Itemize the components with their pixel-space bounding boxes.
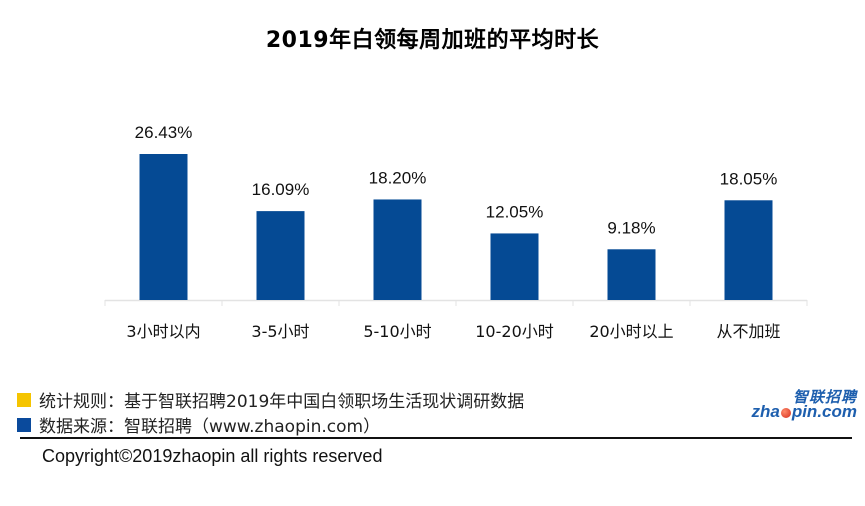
data-label: 18.20% bbox=[369, 168, 427, 187]
logo-en-post: pin.com bbox=[791, 402, 857, 421]
logo-ball-icon bbox=[780, 407, 791, 418]
note-data-source: 数据来源：智联招聘（www.zhaopin.com） bbox=[17, 412, 380, 437]
x-tick-label: 10-20小时 bbox=[475, 322, 554, 341]
note-text: 数据来源：智联招聘（www.zhaopin.com） bbox=[39, 417, 381, 437]
bar bbox=[490, 233, 539, 300]
bar bbox=[139, 154, 188, 300]
logo-en-text: zha pin.com bbox=[751, 402, 857, 422]
chart-title: 2019年白领每周加班的平均时长 bbox=[265, 28, 600, 53]
zhaopin-logo: 智联招聘 zha pin.com bbox=[743, 386, 863, 426]
x-tick-label: 从不加班 bbox=[716, 322, 780, 341]
data-label: 9.18% bbox=[607, 218, 655, 237]
blue-square-icon bbox=[17, 417, 31, 432]
bar bbox=[607, 249, 656, 300]
bar bbox=[724, 200, 773, 300]
x-tick-label: 3小时以内 bbox=[126, 322, 200, 341]
copyright-text: Copyright©2019zhaopin all rights reserve… bbox=[42, 446, 383, 466]
yellow-square-icon bbox=[17, 392, 31, 407]
data-label: 26.43% bbox=[135, 123, 193, 142]
bar bbox=[256, 211, 305, 300]
data-label: 12.05% bbox=[486, 202, 544, 221]
bar bbox=[373, 199, 422, 300]
x-tick-label: 3-5小时 bbox=[251, 322, 309, 341]
x-tick-label: 20小时以上 bbox=[589, 322, 673, 341]
x-tick-label: 5-10小时 bbox=[363, 322, 431, 341]
note-statistics-rule: 统计规则：基于智联招聘2019年中国白领职场生活现状调研数据 bbox=[17, 387, 524, 412]
footer-divider bbox=[20, 437, 852, 439]
logo-cn-text: 智联招聘 bbox=[792, 388, 857, 406]
logo-en-pre: zha bbox=[751, 402, 780, 421]
data-label: 18.05% bbox=[720, 169, 778, 188]
bar-chart: 26.43% 16.09% 18.20% 12.05% 9.18% 18.05% 3小时以… bbox=[104, 123, 808, 341]
note-text: 统计规则：基于智联招聘2019年中国白领职场生活现状调研数据 bbox=[39, 392, 525, 412]
data-label: 16.09% bbox=[252, 180, 310, 199]
